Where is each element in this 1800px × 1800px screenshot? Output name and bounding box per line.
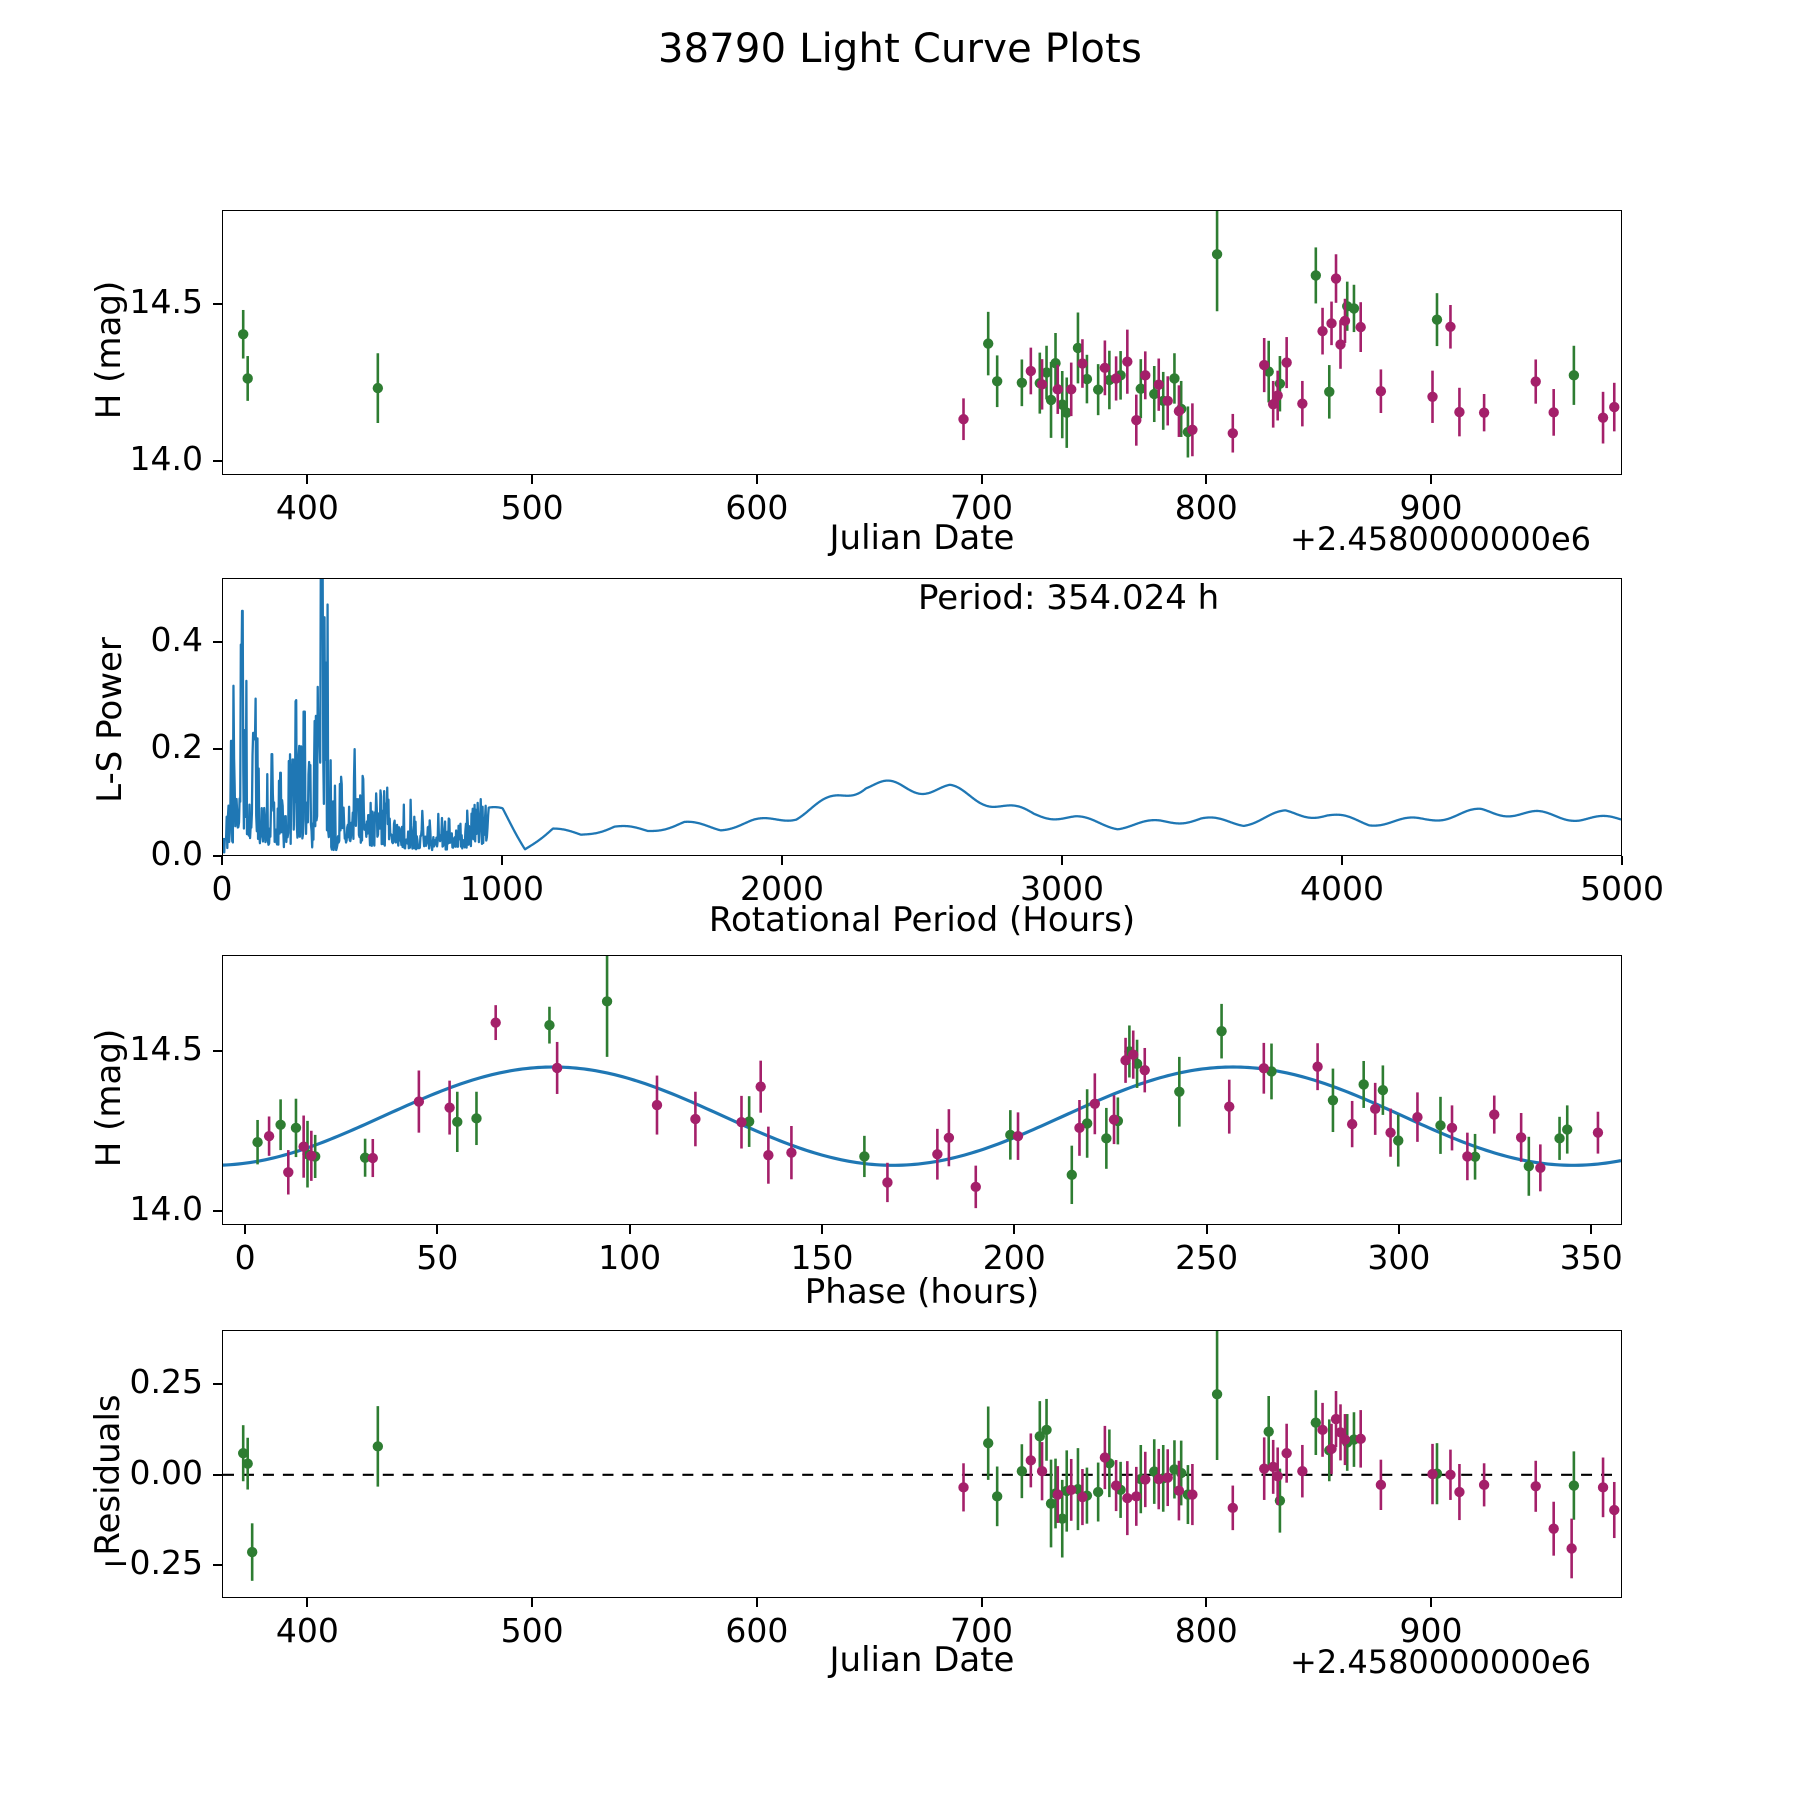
x-tickmark (1397, 1225, 1400, 1234)
phase-folded-xlabel: Phase (hours) (804, 1272, 1040, 1312)
y-tickmark (213, 1564, 222, 1567)
y-tickmark (213, 641, 222, 644)
x-tick-label: 400 (275, 488, 339, 527)
x-tick-label: 5000 (1580, 869, 1664, 908)
x-tickmark (1013, 1225, 1016, 1234)
lightcurve-plot-area (238, 211, 1620, 458)
periodogram-panel (222, 578, 1622, 856)
y-tick-label: 14.0 (129, 1188, 203, 1228)
x-tickmark (1061, 856, 1063, 865)
phase-folded-ylabel: H (mag) (89, 1028, 129, 1168)
y-tick-label: 0.2 (150, 727, 203, 767)
y-tickmark (213, 1383, 222, 1386)
x-tickmark (781, 856, 783, 865)
y-tickmark (213, 1049, 222, 1052)
residuals-xlabel: Julian Date (829, 1640, 1015, 1680)
phase-folded-panel (222, 955, 1622, 1225)
x-tickmark (1429, 475, 1432, 484)
y-tick-label: 0.0 (150, 834, 203, 873)
x-tickmark (1205, 1225, 1208, 1234)
y-tick-label: 0.4 (150, 620, 203, 660)
x-tickmark (1621, 856, 1623, 865)
x-tickmark (628, 1225, 631, 1234)
y-tickmark (213, 855, 222, 857)
x-tickmark (1205, 475, 1208, 484)
phase-folded-plot-area (223, 956, 1621, 1209)
residuals-plot-area (223, 1331, 1621, 1581)
y-tickmark (213, 1473, 222, 1476)
x-tickmark (306, 475, 309, 484)
periodogram-plot-area (223, 579, 1621, 854)
x-tickmark (436, 1225, 439, 1234)
x-tick-label: 2000 (740, 869, 824, 908)
x-tick-label: 700 (950, 488, 1014, 527)
lightcurve-ylabel: H (mag) (89, 280, 129, 420)
x-tick-label: 900 (1399, 488, 1463, 527)
x-tick-label: 3000 (1020, 869, 1104, 908)
x-tick-label: 150 (790, 1238, 854, 1277)
y-tickmark (213, 459, 222, 462)
x-tick-label: 350 (1559, 1238, 1623, 1277)
residuals-x-offset-text: +2.4580000000e6 (1290, 1643, 1591, 1681)
x-tickmark (306, 1598, 309, 1607)
lightcurve-xlabel: Julian Date (829, 518, 1015, 558)
x-tickmark (1429, 1598, 1432, 1607)
x-tickmark (1590, 1225, 1593, 1234)
y-tick-label: −0.25 (101, 1543, 203, 1583)
x-tick-label: 700 (950, 1611, 1014, 1650)
x-tickmark (221, 856, 223, 865)
y-tick-label: 14.0 (129, 438, 203, 478)
x-tick-label: 200 (982, 1238, 1046, 1277)
x-tickmark (980, 1598, 983, 1607)
x-tickmark (244, 1225, 247, 1234)
x-tick-label: 100 (598, 1238, 662, 1277)
x-tickmark (501, 856, 503, 865)
x-tick-label: 500 (500, 1611, 564, 1650)
y-tickmark (213, 748, 222, 751)
figure-title: 38790 Light Curve Plots (657, 26, 1143, 72)
x-tick-label: 250 (1175, 1238, 1239, 1277)
x-tick-label: 50 (416, 1238, 459, 1277)
x-tick-label: 0 (234, 1238, 256, 1277)
y-tickmark (213, 1209, 222, 1212)
x-tickmark (1205, 1598, 1208, 1607)
residuals-panel (222, 1330, 1622, 1598)
periodogram-ylabel: L-S Power (90, 637, 130, 803)
x-tick-label: 300 (1367, 1238, 1431, 1277)
period-annotation: Period: 354.024 h (918, 578, 1220, 618)
y-tick-label: 14.5 (129, 1028, 203, 1068)
x-tickmark (531, 475, 534, 484)
x-tickmark (755, 475, 758, 484)
x-tick-label: 1000 (460, 869, 544, 908)
y-tick-label: 14.5 (129, 282, 203, 322)
x-tick-label: 0 (211, 869, 233, 908)
x-tick-label: 400 (275, 1611, 339, 1650)
x-tick-label: 500 (500, 488, 564, 527)
x-tick-label: 600 (725, 488, 789, 527)
x-tick-label: 600 (725, 1611, 789, 1650)
y-tick-label: 0.00 (129, 1452, 203, 1492)
x-tickmark (531, 1598, 534, 1607)
x-tick-label: 900 (1399, 1611, 1463, 1650)
x-tickmark (1341, 856, 1343, 865)
x-tick-label: 800 (1174, 1611, 1238, 1650)
y-tickmark (213, 303, 222, 306)
y-tick-label: 0.25 (129, 1362, 203, 1402)
lightcurve-panel (222, 210, 1622, 475)
periodogram-xlabel: Rotational Period (Hours) (708, 900, 1136, 940)
x-tick-label: 4000 (1300, 869, 1384, 908)
x-tickmark (755, 1598, 758, 1607)
x-tickmark (821, 1225, 823, 1234)
x-tick-label: 800 (1174, 488, 1238, 527)
x-tickmark (980, 475, 983, 484)
lightcurve-x-offset-text: +2.4580000000e6 (1290, 520, 1591, 558)
